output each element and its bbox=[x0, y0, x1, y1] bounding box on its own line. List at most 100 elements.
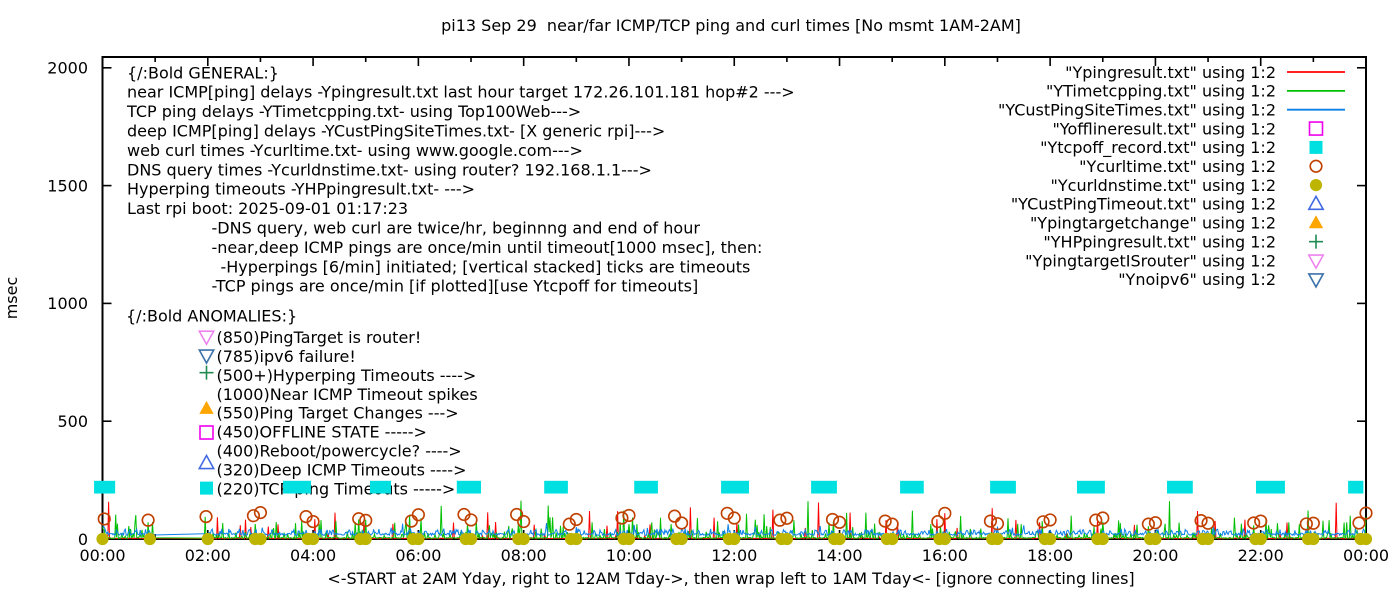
point-Ycurldnstime.txt bbox=[728, 532, 741, 546]
x-tick-label: 00:00 bbox=[1343, 546, 1389, 565]
x-tick-label: 08:00 bbox=[501, 546, 547, 565]
tcp-timeout-band bbox=[900, 480, 924, 494]
anomaly-tri-down-open-icon bbox=[197, 330, 216, 346]
point-Ycurltime.txt bbox=[1299, 517, 1313, 531]
point-Ycurltime.txt bbox=[569, 512, 583, 527]
point-Ycurldnstime.txt bbox=[306, 532, 320, 546]
point-Ycurldnstime.txt bbox=[1359, 532, 1373, 546]
tcp-timeout-band bbox=[456, 480, 482, 494]
point-Ycurltime.txt bbox=[931, 514, 945, 529]
point-Ycurldnstime.txt bbox=[517, 532, 530, 546]
point-Ycurltime.txt bbox=[141, 513, 155, 527]
legend-square-fill-icon bbox=[1309, 140, 1323, 154]
point-Ycurltime.txt bbox=[667, 509, 682, 523]
tcp-timeout-band bbox=[1255, 480, 1285, 494]
x-axis-label: <-START at 2AM Yday, right to 12AM Tday-… bbox=[327, 569, 1134, 588]
point-Ycurltime.txt bbox=[246, 509, 261, 523]
x-tick-label: 20:00 bbox=[1132, 546, 1178, 565]
point-Ycurldnstime.txt bbox=[991, 532, 1004, 546]
legend-tri-down-open-icon bbox=[1307, 273, 1325, 289]
legend-label: "YCustPingSiteTimes.txt" using 1:2 bbox=[998, 100, 1276, 119]
point-Ycurltime.txt bbox=[1352, 516, 1366, 530]
anomaly-line: (320)Deep ICMP Timeouts ----> bbox=[217, 460, 467, 479]
anomaly-line: (450)OFFLINE STATE -----> bbox=[217, 423, 427, 442]
point-Ycurltime.txt bbox=[1089, 513, 1103, 527]
y-tick-label: 500 bbox=[57, 412, 88, 431]
x-tick-label: 12:00 bbox=[711, 546, 757, 565]
point-Ycurldnstime.txt bbox=[1096, 532, 1109, 546]
tcp-timeout-band bbox=[1348, 480, 1364, 494]
general-note-line: web curl times -Ycurltime.txt- using www… bbox=[127, 141, 583, 160]
y-axis-label: msec bbox=[2, 277, 21, 320]
tcp-timeout-band bbox=[634, 480, 658, 494]
anomaly-square-open-icon bbox=[199, 425, 214, 440]
point-Ycurltime.txt bbox=[1141, 517, 1155, 531]
general-note-line: TCP ping delays -YTimetcpping.txt- using… bbox=[126, 102, 581, 121]
point-Ycurltime.txt bbox=[1247, 516, 1261, 530]
x-tick-label: 06:00 bbox=[395, 546, 441, 565]
legend-label: "Ypingresult.txt" using 1:2 bbox=[1065, 63, 1276, 82]
anomaly-line: (850)PingTarget is router! bbox=[217, 328, 422, 347]
anomaly-tri-up-open-icon bbox=[197, 453, 216, 470]
point-Ycurltime.txt bbox=[675, 516, 689, 530]
point-Ycurltime.txt bbox=[990, 517, 1005, 531]
y-tick-label: 1500 bbox=[47, 176, 88, 195]
point-Ycurltime.txt bbox=[517, 514, 531, 529]
legend-tri-down-open-icon bbox=[1307, 254, 1325, 270]
point-Ycurltime.txt bbox=[885, 517, 899, 531]
x-tick-label: 22:00 bbox=[1238, 546, 1284, 565]
x-tick-label: 18:00 bbox=[1027, 546, 1073, 565]
point-Ycurldnstime.txt bbox=[1307, 532, 1320, 546]
point-Ycurltime.txt bbox=[832, 515, 847, 529]
legend-square-open-icon bbox=[1308, 121, 1324, 136]
point-Ycurltime.txt bbox=[97, 512, 111, 526]
point-Ycurltime.txt bbox=[359, 513, 373, 527]
y-tick-label: 1000 bbox=[47, 294, 88, 313]
chart-title: pi13 Sep 29 near/far ICMP/TCP ping and c… bbox=[441, 16, 1021, 35]
point-Ycurltime.txt bbox=[1359, 506, 1373, 520]
point-Ycurltime.txt bbox=[1306, 516, 1320, 530]
general-note-line: -DNS query, web curl are twice/hr, begin… bbox=[212, 218, 701, 237]
point-Ycurltime.txt bbox=[1043, 513, 1057, 527]
x-tick-label: 16:00 bbox=[922, 546, 968, 565]
anomaly-line: (785)ipv6 failure! bbox=[217, 347, 356, 366]
anomaly-line: (220)TCP ping Timeouts -----> bbox=[217, 479, 456, 498]
point-Ycurldnstime.txt bbox=[833, 532, 846, 546]
general-note-line: -TCP pings are once/min [if plotted][use… bbox=[212, 277, 699, 296]
point-Ycurltime.txt bbox=[352, 512, 366, 526]
tcp-timeout-band bbox=[1076, 480, 1105, 494]
anomaly-tri-down-open-icon bbox=[197, 349, 216, 365]
anomaly-tri-up-fill-icon bbox=[199, 400, 214, 414]
legend-label: "YHPpingresult.txt" using 1:2 bbox=[1043, 232, 1276, 251]
point-Ycurldnstime.txt bbox=[1201, 532, 1215, 546]
point-Ycurltime.txt bbox=[938, 506, 952, 520]
general-note-line: -near,deep ICMP pings are once/min until… bbox=[212, 238, 763, 257]
point-Ycurldnstime.txt bbox=[780, 532, 793, 546]
y-tick-label: 2000 bbox=[47, 59, 88, 78]
tcp-timeout-band bbox=[94, 480, 116, 494]
anomaly-line: (400)Reboot/powercycle? ----> bbox=[217, 441, 462, 460]
anomalies-header: {/:Bold ANOMALIES:} bbox=[126, 306, 297, 325]
point-Ycurldnstime.txt bbox=[1254, 532, 1267, 546]
point-Ycurltime.txt bbox=[780, 511, 794, 525]
y-axis-ticks: 0 500 1000 1500 2000 bbox=[47, 59, 1366, 549]
x-tick-label: 14:00 bbox=[816, 546, 862, 565]
general-note-line: near ICMP[ping] delays -Ypingresult.txt … bbox=[127, 83, 795, 102]
tcp-timeout-band bbox=[990, 480, 1016, 494]
point-Ycurltime.txt bbox=[615, 511, 629, 525]
point-Ycurldnstime.txt bbox=[359, 532, 372, 546]
legend-tri-up-fill-icon bbox=[1308, 215, 1324, 229]
point-Ycurldnstime.txt bbox=[254, 532, 267, 546]
point-Ycurldnstime.txt bbox=[412, 532, 425, 546]
x-tick-label: 00:00 bbox=[79, 546, 125, 565]
point-Ycurldnstime.txt bbox=[143, 532, 156, 546]
legend: "Ypingresult.txt" using 1:2"YTimetcpping… bbox=[998, 63, 1345, 289]
point-Ycurltime.txt bbox=[510, 507, 524, 522]
point-Ycurltime.txt bbox=[464, 513, 478, 527]
data-series bbox=[94, 480, 1373, 546]
legend-label: "Yofflineresult.txt" using 1:2 bbox=[1052, 119, 1276, 138]
point-Ycurltime.txt bbox=[1194, 514, 1208, 528]
point-Ycurltime.txt bbox=[199, 510, 213, 524]
point-Ycurltime.txt bbox=[727, 511, 741, 525]
